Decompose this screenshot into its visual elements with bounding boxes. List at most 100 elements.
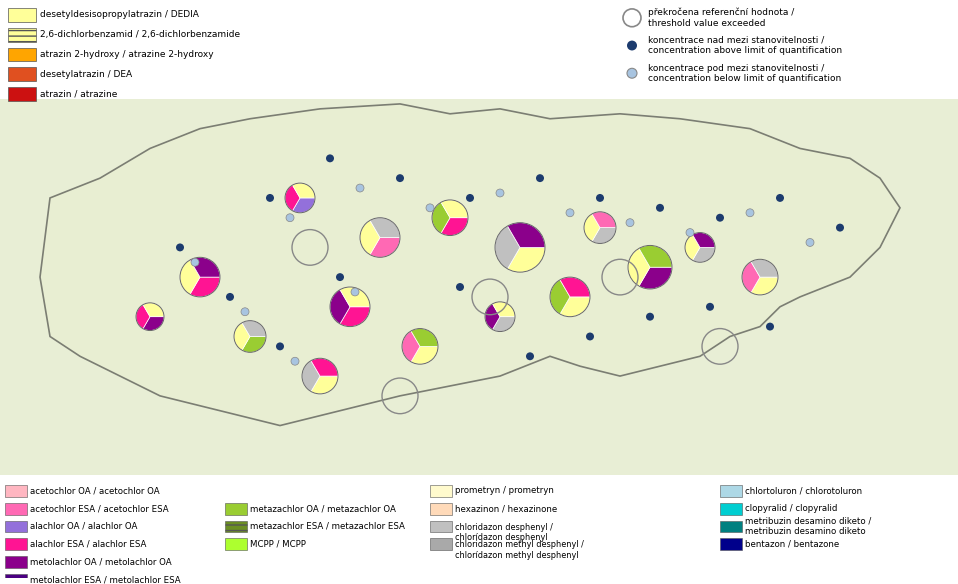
- Text: metolachlor ESA / metolachlor ESA: metolachlor ESA / metolachlor ESA: [30, 575, 181, 584]
- Bar: [5, 503, 27, 515]
- Circle shape: [746, 209, 754, 217]
- Text: chlortoluron / chlorotoluron: chlortoluron / chlorotoluron: [745, 486, 862, 495]
- Circle shape: [626, 219, 634, 227]
- Circle shape: [456, 283, 464, 291]
- Bar: [5, 556, 27, 568]
- Wedge shape: [560, 297, 590, 317]
- Wedge shape: [628, 248, 650, 286]
- Bar: [5, 574, 27, 584]
- Bar: [430, 485, 452, 497]
- Circle shape: [226, 293, 234, 301]
- Text: 2,6-dichlorbenzamid / 2,6-dichlorbenzamide: 2,6-dichlorbenzamid / 2,6-dichlorbenzami…: [40, 30, 240, 39]
- Circle shape: [526, 352, 534, 360]
- Wedge shape: [360, 220, 380, 255]
- Wedge shape: [432, 202, 450, 233]
- Bar: [0, 99, 958, 475]
- Wedge shape: [492, 302, 515, 317]
- Wedge shape: [302, 361, 320, 391]
- Text: alachlor ESA / alachlor ESA: alachlor ESA / alachlor ESA: [30, 540, 147, 549]
- Bar: [8, 8, 36, 22]
- Circle shape: [686, 228, 694, 237]
- Text: acetochlor ESA / acetochlor ESA: acetochlor ESA / acetochlor ESA: [30, 504, 169, 513]
- Wedge shape: [411, 329, 438, 346]
- Bar: [5, 485, 27, 497]
- Bar: [720, 503, 742, 515]
- Text: desetyldesisopropylatrazin / DEDIA: desetyldesisopropylatrazin / DEDIA: [40, 11, 199, 19]
- Circle shape: [646, 312, 654, 321]
- Wedge shape: [143, 303, 164, 317]
- Wedge shape: [560, 277, 590, 297]
- Circle shape: [241, 308, 249, 316]
- Circle shape: [336, 273, 344, 281]
- Wedge shape: [495, 226, 520, 269]
- Wedge shape: [592, 212, 616, 228]
- Wedge shape: [340, 287, 370, 307]
- Circle shape: [176, 244, 184, 251]
- Text: alachlor OA / alachlor OA: alachlor OA / alachlor OA: [30, 522, 137, 531]
- Wedge shape: [592, 228, 616, 244]
- Bar: [430, 520, 452, 533]
- Circle shape: [291, 357, 299, 365]
- Text: acetochlor OA / acetochlor OA: acetochlor OA / acetochlor OA: [30, 486, 160, 495]
- Bar: [8, 67, 36, 81]
- Wedge shape: [550, 280, 570, 314]
- Circle shape: [466, 194, 474, 202]
- Bar: [8, 47, 36, 61]
- Text: bentazon / bentazone: bentazon / bentazone: [745, 540, 839, 549]
- Bar: [8, 87, 36, 101]
- Circle shape: [706, 303, 714, 311]
- Circle shape: [656, 204, 664, 212]
- Wedge shape: [370, 218, 400, 238]
- Circle shape: [191, 258, 199, 266]
- Wedge shape: [485, 304, 500, 329]
- Wedge shape: [402, 331, 420, 362]
- Text: hexazinon / hexazinone: hexazinon / hexazinone: [455, 504, 558, 513]
- Text: atrazin 2-hydroxy / atrazine 2-hydroxy: atrazin 2-hydroxy / atrazine 2-hydroxy: [40, 50, 214, 59]
- Wedge shape: [292, 198, 315, 213]
- Wedge shape: [508, 223, 545, 248]
- Wedge shape: [639, 245, 672, 267]
- Circle shape: [356, 184, 364, 192]
- Wedge shape: [508, 248, 545, 272]
- Text: chloridazon methyl desphenyl /
chlorídazon methyl desphenyl: chloridazon methyl desphenyl / chlorídaz…: [455, 540, 583, 559]
- Wedge shape: [242, 321, 266, 336]
- Text: metolachlor OA / metolachlor OA: metolachlor OA / metolachlor OA: [30, 558, 171, 566]
- Wedge shape: [492, 317, 515, 332]
- Wedge shape: [180, 260, 200, 294]
- Circle shape: [426, 204, 434, 212]
- Circle shape: [326, 154, 334, 162]
- Text: metazachlor ESA / metazachlor ESA: metazachlor ESA / metazachlor ESA: [250, 522, 405, 531]
- Circle shape: [276, 342, 284, 350]
- Text: metazachlor OA / metazachlor OA: metazachlor OA / metazachlor OA: [250, 504, 396, 513]
- Wedge shape: [242, 336, 266, 352]
- Wedge shape: [441, 200, 468, 218]
- Wedge shape: [340, 307, 370, 326]
- Circle shape: [266, 194, 274, 202]
- Wedge shape: [742, 262, 760, 293]
- Circle shape: [836, 224, 844, 232]
- Circle shape: [496, 189, 504, 197]
- Circle shape: [596, 194, 604, 202]
- Circle shape: [351, 288, 359, 296]
- Circle shape: [286, 214, 294, 222]
- Wedge shape: [693, 232, 715, 248]
- Text: clopyralid / clopyralid: clopyralid / clopyralid: [745, 504, 837, 513]
- Bar: [5, 520, 27, 533]
- Circle shape: [627, 68, 637, 78]
- Wedge shape: [234, 323, 250, 350]
- Bar: [5, 538, 27, 550]
- Wedge shape: [136, 305, 150, 329]
- Bar: [430, 538, 452, 550]
- Wedge shape: [292, 183, 315, 198]
- Circle shape: [536, 174, 544, 182]
- Text: MCPP / MCPP: MCPP / MCPP: [250, 540, 306, 549]
- Circle shape: [627, 40, 637, 50]
- Bar: [225, 538, 247, 550]
- Wedge shape: [143, 317, 164, 331]
- Bar: [225, 520, 247, 533]
- Wedge shape: [311, 376, 338, 394]
- Bar: [430, 503, 452, 515]
- Bar: [720, 538, 742, 550]
- Wedge shape: [285, 185, 300, 211]
- Wedge shape: [330, 290, 350, 324]
